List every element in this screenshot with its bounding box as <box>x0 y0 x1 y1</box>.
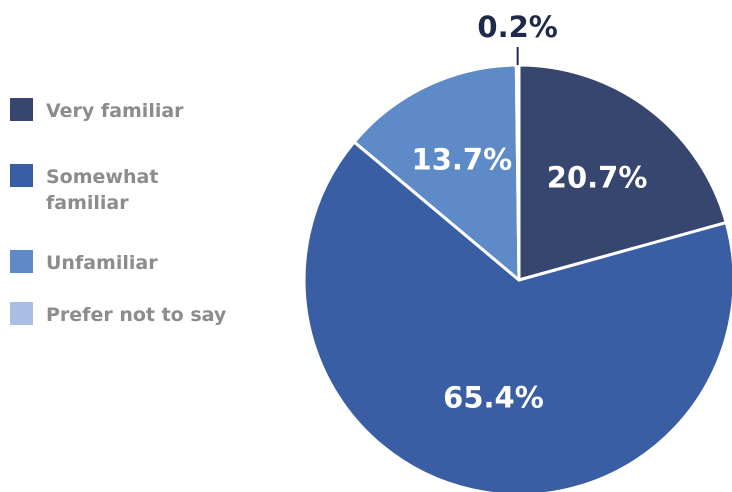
pie-slices <box>302 63 732 492</box>
legend-swatch <box>10 250 33 273</box>
slice-label-unfamiliar: 13.7% <box>412 143 513 177</box>
legend-swatch <box>10 98 33 121</box>
legend-item-very-familiar: Very familiar <box>10 98 184 122</box>
slice-label-very-familiar: 20.7% <box>547 160 648 194</box>
pie-slice-somewhat-familiar <box>302 140 732 492</box>
legend-label: Very familiar <box>46 100 184 122</box>
legend-swatch <box>10 164 33 187</box>
legend-item-prefer-not-to-say: Prefer not to say <box>10 302 227 326</box>
pie-slice-very-familiar <box>517 63 728 282</box>
legend-label: Unfamiliar <box>46 252 158 274</box>
pie-slice-unfamiliar <box>352 63 521 282</box>
slice-labels: 20.7% 65.4% 13.7% 0.2% <box>412 10 648 415</box>
pie-slice-prefer-not-to-say <box>514 63 521 282</box>
legend-swatch <box>10 302 33 325</box>
slice-label-somewhat-familiar: 65.4% <box>443 381 544 415</box>
slice-label-prefer-not-to-say: 0.2% <box>477 10 557 44</box>
legend-label: Prefer not to say <box>46 304 227 326</box>
legend-item-unfamiliar: Unfamiliar <box>10 250 158 274</box>
legend: Very familiar Somewhat familiar Unfamiliar P… <box>10 98 227 326</box>
legend-item-somewhat-familiar: Somewhat familiar <box>10 164 158 214</box>
legend-label: Somewhat familiar <box>46 166 158 214</box>
